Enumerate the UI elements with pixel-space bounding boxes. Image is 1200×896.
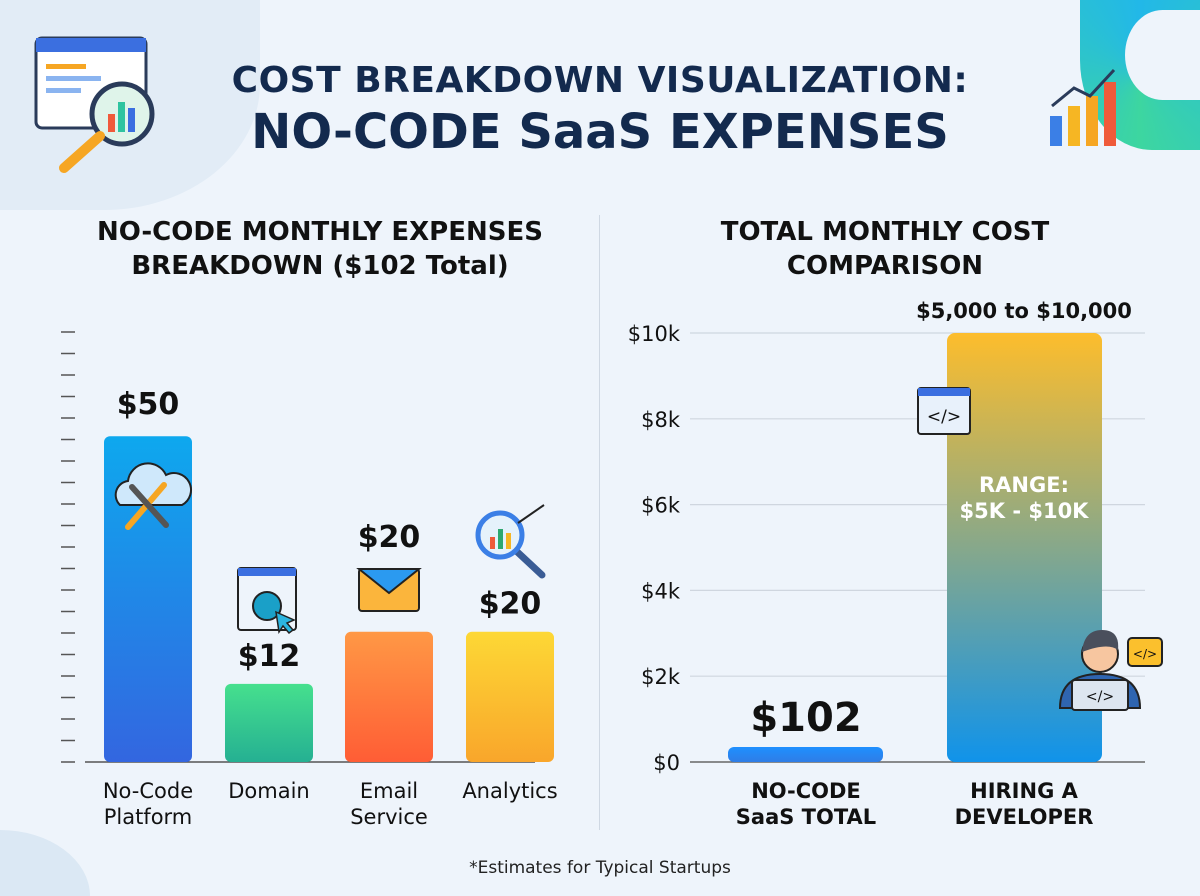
mini-bar: [490, 537, 495, 549]
right-chart-title-line2: COMPARISON: [786, 251, 984, 281]
y-tick-label-1: $2k: [641, 665, 681, 689]
decor-ring-hole: [1125, 10, 1200, 100]
x-tick-label-0: No-Code: [103, 779, 193, 803]
page-title-line2: NO-CODE SaaS EXPENSES: [251, 104, 949, 160]
x-tick-label-1: DEVELOPER: [955, 805, 1094, 829]
code-glyph: </>: [1133, 647, 1157, 661]
envelope-icon: [356, 568, 422, 612]
mini-bar: [506, 533, 511, 549]
data-label-0: $102: [750, 695, 861, 741]
trend-arrow: [517, 504, 545, 524]
cursor: [275, 610, 296, 635]
right-chart-title: TOTAL MONTHLY COST COMPARISON: [600, 215, 1170, 283]
left-chart-title: NO-CODE MONTHLY EXPENSES BREAKDOWN ($102…: [40, 215, 600, 283]
cloud: [114, 462, 192, 506]
page-title-line1: COST BREAKDOWN VISUALIZATION:: [231, 60, 969, 101]
bar-0: [728, 747, 883, 762]
range-label-line1: RANGE:: [979, 473, 1069, 497]
right-chart-title-line1: TOTAL MONTHLY COST: [720, 217, 1050, 247]
bar-3: [466, 631, 554, 762]
left-chart-title-line2: BREAKDOWN ($102 Total): [131, 251, 509, 281]
envelope-flap: [356, 568, 422, 595]
wrench: [129, 484, 169, 528]
globe: [252, 591, 282, 621]
window-bar: [238, 568, 296, 576]
x-tick-label-2: Email: [360, 779, 418, 803]
bar-1: [947, 333, 1102, 762]
range-label-line2: $5K - $10K: [960, 499, 1090, 523]
data-label-1: $12: [238, 639, 301, 674]
cloud-tools-icon: [114, 462, 192, 530]
code-glyph: </>: [1086, 689, 1114, 705]
footnote: *Estimates for Typical Startups: [469, 858, 731, 878]
code-glyph: </>: [927, 407, 961, 427]
data-label-0: $50: [117, 387, 180, 422]
x-tick-label-1: Domain: [228, 779, 310, 803]
analytics-magnifier-icon: [475, 504, 546, 579]
mini-bar: [498, 529, 503, 549]
data-label-2: $20: [358, 520, 421, 555]
y-tick-label-0: $0: [653, 751, 680, 775]
developer-icon: </> </>: [1058, 630, 1163, 711]
data-label-1: $5,000 to $10,000: [916, 299, 1132, 323]
y-tick-label-2: $4k: [641, 579, 681, 603]
report-magnifier-icon: [34, 36, 164, 180]
x-tick-label-0: Platform: [104, 805, 193, 829]
left-chart-title-line1: NO-CODE MONTHLY EXPENSES: [97, 217, 543, 247]
x-tick-label-2: Service: [350, 805, 428, 829]
y-tick-label-3: $6k: [641, 494, 681, 518]
divider: [599, 215, 600, 830]
x-tick-label-0: SaaS TOTAL: [736, 805, 876, 829]
y-tick-label-4: $8k: [641, 408, 681, 432]
web-globe-icon: [237, 567, 297, 635]
bar-2: [345, 631, 433, 762]
data-label-3: $20: [479, 587, 542, 622]
laptop: [1071, 679, 1129, 711]
bar-0: [104, 436, 192, 762]
bar-1: [225, 683, 313, 762]
x-tick-label-0: NO-CODE: [751, 779, 861, 803]
code-window-icon: </>: [917, 387, 971, 435]
y-tick-label-5: $10k: [628, 322, 681, 346]
hair: [1082, 630, 1119, 652]
x-tick-label-1: HIRING A: [970, 779, 1078, 803]
window-bar: [918, 388, 970, 396]
x-tick-label-3: Analytics: [462, 779, 557, 803]
speech-bubble: [1127, 637, 1163, 667]
growth-bar-chart-icon: [1048, 66, 1120, 152]
